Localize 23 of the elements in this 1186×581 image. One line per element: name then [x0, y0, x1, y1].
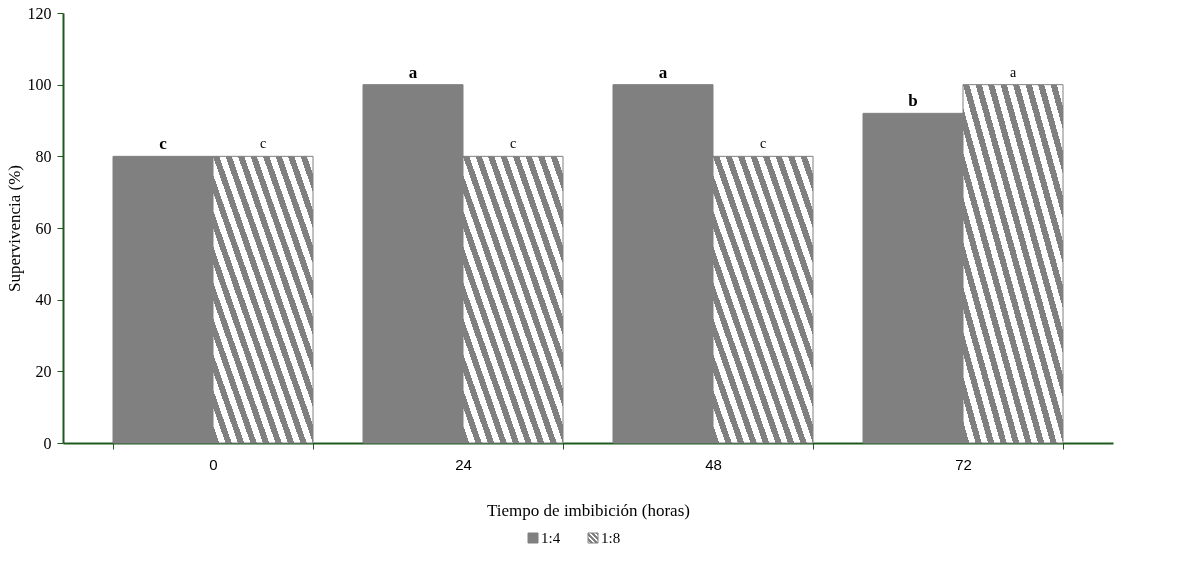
x-tick-label: 0 [209, 455, 218, 473]
y-tick-label: 0 [43, 434, 52, 452]
y-tick-label: 60 [35, 219, 52, 237]
y-axis-title: Supervivencia (%) [4, 165, 24, 292]
data-label: b [908, 91, 918, 111]
y-tick-label: 80 [35, 147, 52, 165]
data-label: a [658, 62, 668, 82]
y-tick-label: 20 [35, 362, 52, 380]
y-tick-label: 40 [35, 291, 52, 309]
data-label: c [509, 136, 517, 152]
data-label: a [408, 62, 418, 82]
x-tick-label: 48 [705, 455, 722, 473]
data-label: c [259, 136, 267, 152]
x-tick-label: 72 [955, 455, 972, 473]
data-label: c [159, 134, 168, 154]
y-tick-label: 120 [27, 4, 52, 22]
legend-label: 1:4 [541, 530, 561, 546]
y-tick-label: 100 [27, 76, 52, 94]
legend-label: 1:8 [601, 530, 621, 546]
x-tick-label: 24 [455, 455, 472, 473]
data-label: a [1009, 64, 1017, 80]
x-axis-title: Tiempo de imbibición (horas) [487, 500, 690, 520]
data-label: c [759, 136, 767, 152]
